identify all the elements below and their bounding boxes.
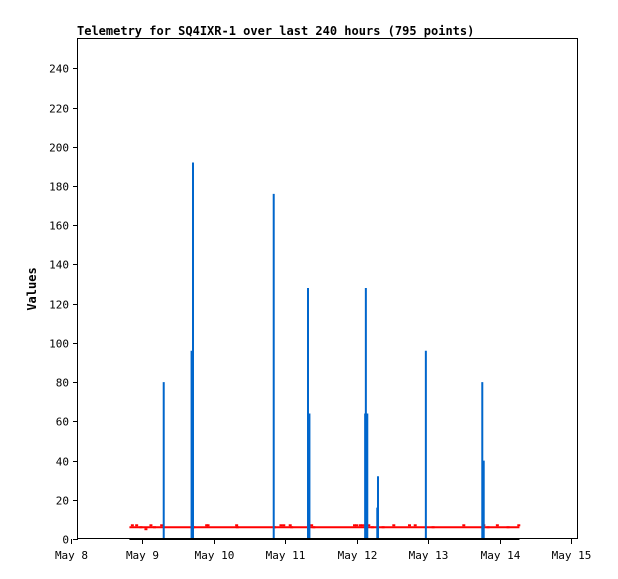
plot-area: [129, 162, 521, 540]
y-tick-label: 80: [56, 377, 69, 390]
y-tick-label: 200: [49, 142, 69, 155]
x-tick-label: May 11: [266, 549, 306, 562]
y-tick-label: 0: [62, 534, 69, 547]
chart-title: Telemetry for SQ4IXR-1 over last 240 hou…: [77, 24, 474, 38]
y-tick-label: 180: [49, 181, 69, 194]
x-tick-label: May 9: [126, 549, 159, 562]
plot-frame: [77, 38, 578, 539]
x-tick-label: May 8: [55, 549, 88, 562]
y-axis: 0 20 40 60 80 100 120 140 160 180 200 220 240: [49, 63, 78, 547]
x-tick-label: May 14: [481, 549, 521, 562]
y-tick-label: 120: [49, 299, 69, 312]
y-tick-label: 60: [56, 416, 69, 429]
y-tick-label: 240: [49, 63, 69, 76]
y-tick-label: 40: [56, 456, 69, 469]
x-tick-label: May 15: [552, 549, 592, 562]
y-tick-label: 20: [56, 495, 69, 508]
y-axis-label: Values: [25, 267, 39, 310]
y-tick-label: 140: [49, 259, 69, 272]
y-tick-label: 220: [49, 103, 69, 116]
y-tick-label: 160: [49, 220, 69, 233]
x-axis: May 8 May 9 May 10 May 11 May 12 May 13 May 14…: [55, 539, 591, 562]
x-tick-label: May 13: [409, 549, 449, 562]
x-tick-label: May 12: [338, 549, 378, 562]
x-tick-label: May 10: [195, 549, 235, 562]
y-tick-label: 100: [49, 338, 69, 351]
